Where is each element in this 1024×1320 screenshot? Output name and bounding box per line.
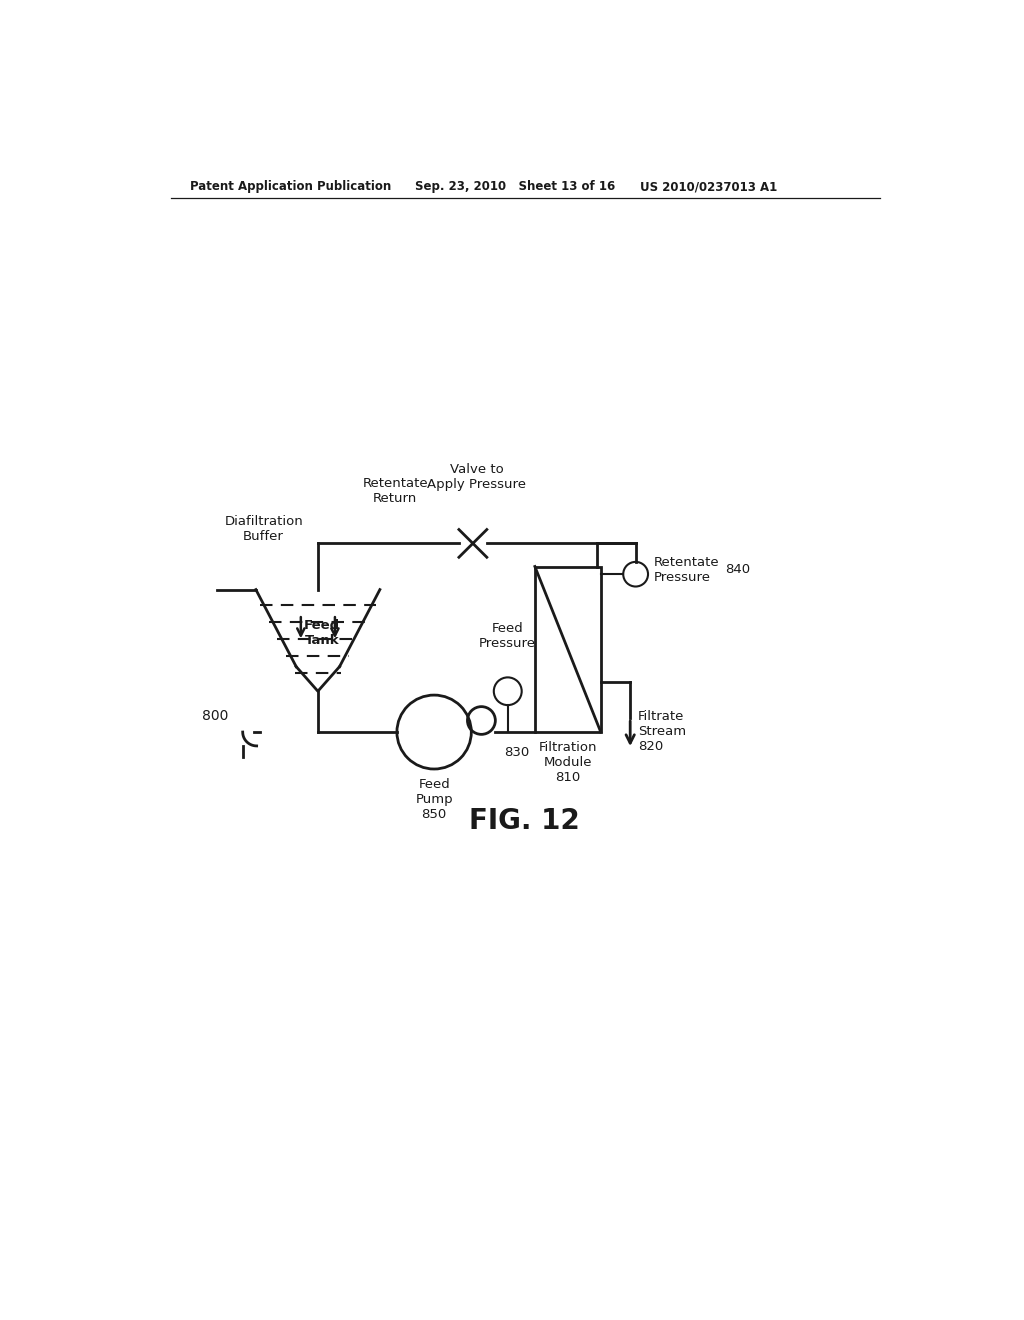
Text: Retentate
Pressure: Retentate Pressure [654, 556, 720, 583]
Text: FIG. 12: FIG. 12 [469, 807, 581, 834]
Text: Feed
Tank: Feed Tank [304, 619, 340, 648]
Text: Patent Application Publication: Patent Application Publication [190, 181, 391, 194]
Bar [535, 566, 601, 733]
Text: Diafiltration
Buffer: Diafiltration Buffer [224, 515, 303, 544]
Text: Valve to
Apply Pressure: Valve to Apply Pressure [427, 463, 526, 491]
Text: 840: 840 [726, 564, 751, 576]
Text: Feed
Pump
850: Feed Pump 850 [416, 779, 453, 821]
Text: US 2010/0237013 A1: US 2010/0237013 A1 [640, 181, 777, 194]
Text: Sep. 23, 2010   Sheet 13 of 16: Sep. 23, 2010 Sheet 13 of 16 [415, 181, 615, 194]
Text: 800: 800 [203, 709, 228, 723]
Text: Retentate
Return: Retentate Return [362, 477, 428, 506]
Text: Filtration
Module
810: Filtration Module 810 [539, 742, 597, 784]
Text: Filtrate
Stream
820: Filtrate Stream 820 [638, 710, 686, 752]
Text: 830: 830 [504, 746, 529, 759]
Text: Feed
Pressure: Feed Pressure [479, 623, 537, 651]
